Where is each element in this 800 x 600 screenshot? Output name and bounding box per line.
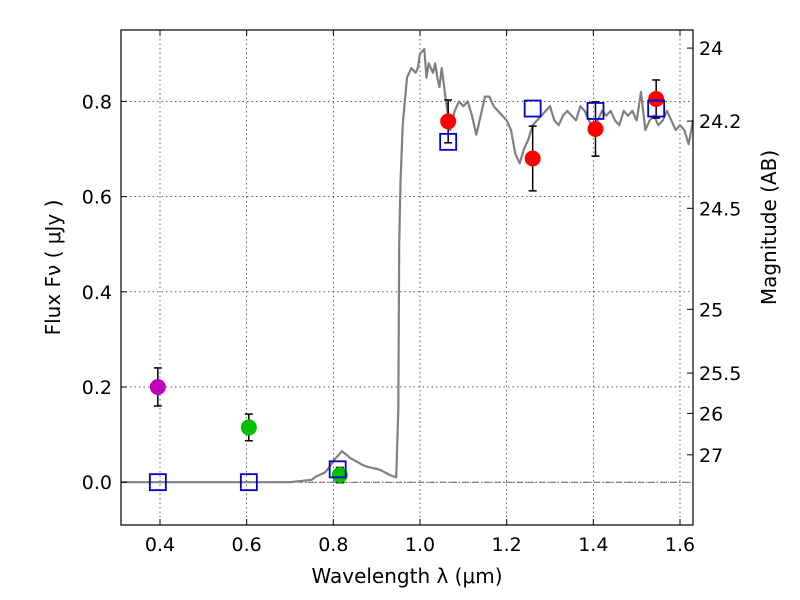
y-tick-label: 0.0: [82, 472, 112, 494]
x-tick-label: 0.8: [318, 534, 348, 556]
y-tick-label: 0.6: [82, 187, 112, 209]
data-point-green: [240, 419, 257, 436]
y-tick-label: 0.4: [82, 282, 112, 304]
y-axis-label: Flux Fν ( μJy ): [41, 200, 65, 336]
errorbars-layer: [153, 79, 661, 484]
model-spectrum-layer: [121, 47, 695, 484]
y-tick-label: 0.2: [82, 377, 112, 399]
gridlines: [121, 30, 693, 525]
model-flux-square: [647, 99, 666, 118]
model-squares-layer: [148, 99, 666, 492]
right-tick-label: 24.5: [699, 198, 741, 220]
model-flux-square: [523, 99, 542, 118]
data-point-green: [331, 467, 348, 484]
data-point-purple: [149, 378, 166, 395]
x-tick-label: 1.4: [578, 534, 608, 556]
x-tick-label: 1.6: [665, 534, 695, 556]
data-point-red: [524, 150, 541, 167]
x-axis-label: Wavelength λ (μm): [311, 564, 502, 588]
model-flux-square: [439, 132, 458, 151]
right-axis-label: Magnitude (AB): [757, 150, 781, 305]
plot-frame: [120, 29, 694, 526]
right-tick-label: 24.2: [699, 111, 741, 133]
right-tick-label: 27: [699, 445, 723, 467]
data-points-layer: [149, 91, 665, 484]
data-point-red: [648, 91, 665, 108]
right-tick-label: 26: [699, 403, 723, 425]
x-tick-label: 0.4: [145, 534, 175, 556]
model-flux-square: [328, 460, 347, 479]
y-tick-label: 0.8: [82, 91, 112, 113]
model-flux-square: [586, 102, 605, 120]
model-flux-square: [148, 473, 167, 492]
right-tick-label: 25: [699, 299, 723, 321]
model-spectrum-line: [121, 47, 695, 484]
x-tick-label: 1.2: [492, 534, 522, 556]
data-point-red: [587, 121, 604, 137]
data-point-red: [440, 113, 457, 130]
x-tick-label: 0.6: [232, 534, 262, 556]
right-tick-label: 24: [699, 38, 723, 60]
axis-ticks: [121, 30, 693, 525]
model-flux-square: [239, 473, 258, 492]
x-tick-label: 1.0: [405, 534, 435, 556]
tick-labels: 0.4 0.6 0.8 1.0 1.2 1.4 1.6 0.0 0.2 0.4 0.6 0.8 24 24…: [82, 38, 742, 556]
right-tick-label: 25.5: [699, 363, 741, 385]
